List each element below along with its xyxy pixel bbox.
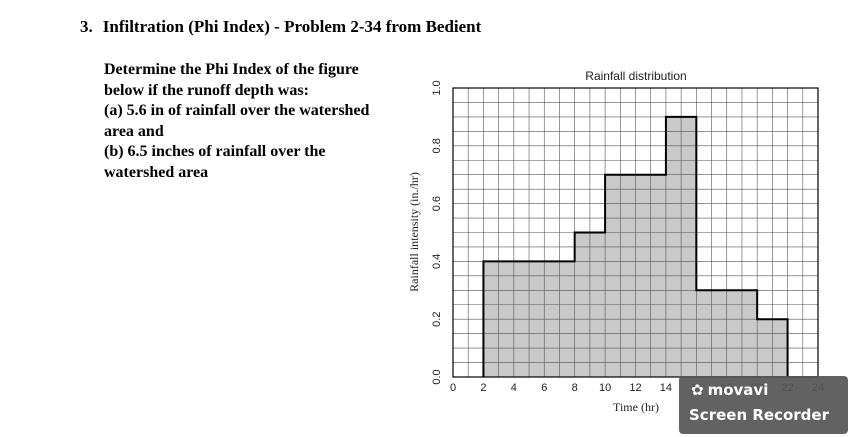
movavi-logo: ✿ movavi	[691, 381, 768, 399]
x-tick-label: 0	[450, 382, 456, 394]
x-tick-label: 4	[511, 382, 517, 394]
problem-heading: 3. Infiltration (Phi Index) - Problem 2-3…	[80, 17, 481, 37]
watermark-subtitle: Screen Recorder	[689, 406, 829, 424]
x-tick-label: 2	[480, 382, 486, 394]
x-tick-label: 8	[572, 382, 578, 394]
y-tick-label: 0.4	[431, 254, 443, 269]
y-tick-label: 0.2	[431, 312, 443, 327]
x-tick-label: 6	[541, 382, 547, 394]
y-tick-label: 0.0	[431, 369, 443, 384]
y-tick-label: 0.6	[431, 196, 443, 211]
y-axis-label: Rainfall intensity (in./hr)	[407, 172, 421, 292]
recorder-watermark: ✿ movavi Screen Recorder	[679, 376, 848, 434]
y-tick-label: 1.0	[431, 80, 443, 95]
problem-part-b: (b) 6.5 inches of rainfall over the wate…	[104, 143, 326, 181]
movavi-flower-icon: ✿	[691, 381, 704, 399]
x-tick-label: 12	[629, 382, 641, 394]
problem-statement: Determine the Phi Index of the figure be…	[104, 60, 374, 183]
problem-part-a: (a) 5.6 in of rainfall over the watershe…	[104, 102, 370, 140]
watermark-brand: movavi	[707, 381, 769, 399]
problem-intro: Determine the Phi Index of the figure be…	[104, 61, 359, 99]
y-tick-label: 0.8	[431, 138, 443, 153]
rainfall-outline	[482, 115, 789, 377]
plot-border	[452, 87, 819, 378]
problem-number: 3.	[80, 17, 93, 36]
chart-title: Rainfall distribution	[585, 69, 686, 83]
problem-title: Infiltration (Phi Index) - Problem 2-34 …	[102, 17, 482, 36]
x-tick-label: 10	[599, 382, 611, 394]
x-axis-label: Time (hr)	[613, 400, 659, 414]
x-tick-label: 14	[660, 382, 672, 394]
